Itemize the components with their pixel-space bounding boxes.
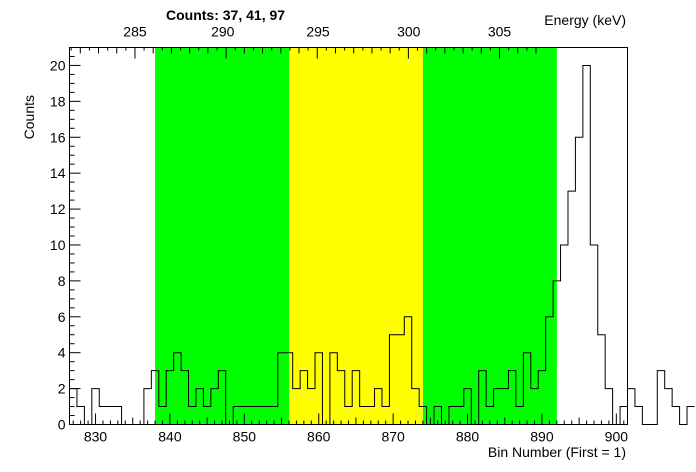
energy-tick-label: 290: [211, 24, 235, 40]
y-tick-label: 0: [58, 417, 66, 433]
y-tick-label: 2: [58, 381, 66, 397]
y-tick-label: 8: [58, 273, 66, 289]
x-tick-label: 900: [605, 429, 629, 445]
y-tick-label: 20: [50, 57, 66, 73]
energy-tick-label: 305: [488, 24, 512, 40]
energy-tick-label: 300: [397, 24, 421, 40]
y-tick-label: 18: [50, 93, 66, 109]
chart-title: Counts: 37, 41, 97: [166, 7, 285, 23]
x-tick-label: 830: [84, 429, 108, 445]
x-tick-label: 870: [381, 429, 405, 445]
energy-tick-label: 295: [306, 24, 330, 40]
histogram-line: [69, 64, 695, 425]
region-band-2: [422, 47, 557, 425]
x-tick-label: 860: [307, 429, 331, 445]
region-bands: [155, 47, 557, 425]
energy-axis-title: Energy (keV): [544, 12, 626, 28]
x-tick-label: 890: [530, 429, 554, 445]
y-tick-label: 14: [50, 165, 66, 181]
y-axis-title: Counts: [21, 95, 37, 139]
region-band-0: [155, 47, 289, 425]
x-axis-title: Bin Number (First = 1): [488, 444, 626, 460]
y-tick-label: 16: [50, 129, 66, 145]
x-tick-label: 840: [158, 429, 182, 445]
x-axis: 830 840 850 860 870 880 890 900: [72, 413, 629, 445]
energy-tick-label: 285: [123, 24, 147, 40]
x-tick-label: 850: [233, 429, 257, 445]
y-tick-label: 6: [58, 309, 66, 325]
region-band-1: [288, 47, 423, 425]
x-tick-label: 880: [456, 429, 480, 445]
y-axis: 0 2 4 6 8 10 12 14 16 18 20: [50, 47, 81, 433]
y-tick-label: 4: [58, 345, 66, 361]
y-tick-label: 12: [50, 201, 66, 217]
energy-axis: 285 290 295 300 305: [70, 24, 537, 59]
y-tick-label: 10: [50, 237, 66, 253]
